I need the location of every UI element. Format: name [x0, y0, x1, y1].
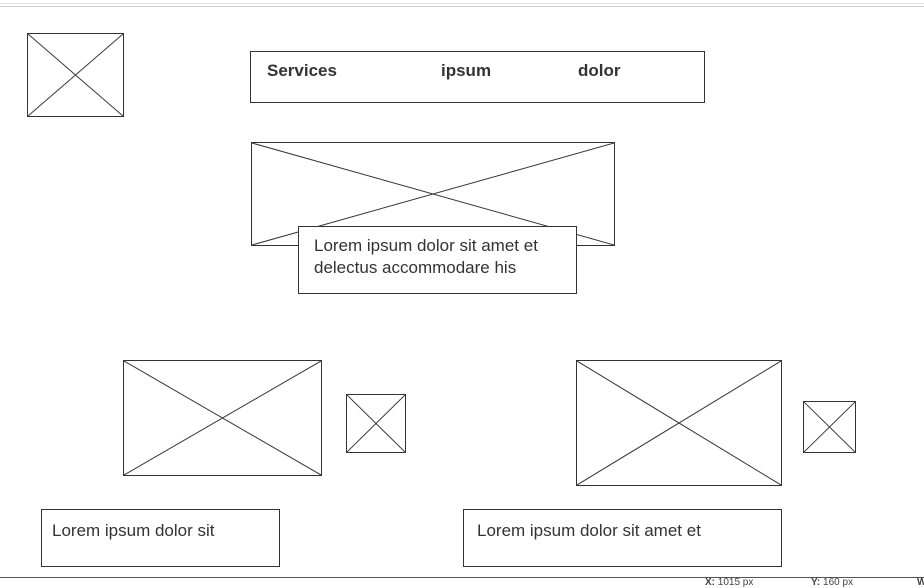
nav-item-services[interactable]: Services — [267, 61, 337, 80]
right-card-icon-placeholder — [803, 401, 856, 453]
top-ruler — [0, 0, 924, 7]
hero-caption-box: Lorem ipsum dolor sit amet et delectus a… — [298, 226, 577, 294]
top-ruler-line — [0, 3, 924, 4]
hero-caption-text: Lorem ipsum dolor sit amet et delectus a… — [314, 236, 538, 277]
left-card-caption-box: Lorem ipsum dolor sit — [41, 509, 280, 567]
right-card-image-placeholder — [576, 360, 782, 486]
left-card-caption-text: Lorem ipsum dolor sit — [52, 521, 215, 540]
nav-item-dolor[interactable]: dolor — [578, 61, 621, 80]
right-card-caption-box: Lorem ipsum dolor sit amet et — [463, 509, 782, 567]
nav-item-ipsum[interactable]: ipsum — [441, 61, 492, 80]
logo-image-placeholder — [27, 33, 124, 117]
left-card-icon-placeholder — [346, 394, 406, 453]
navigation-bar: Services ipsum dolor — [250, 51, 705, 103]
right-card-caption-text: Lorem ipsum dolor sit amet et — [477, 521, 701, 540]
left-card-image-placeholder — [123, 360, 322, 476]
